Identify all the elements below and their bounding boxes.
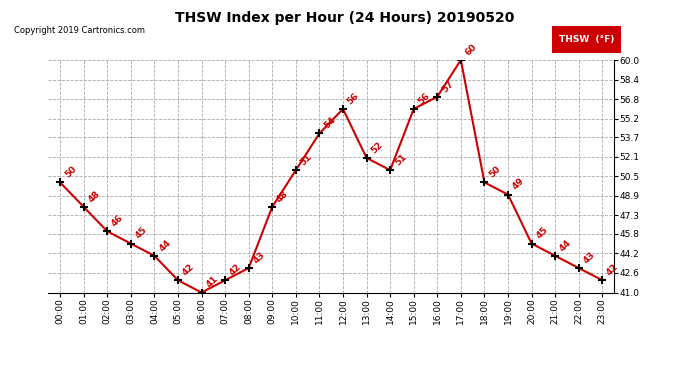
Text: 42: 42: [605, 262, 620, 278]
Text: 49: 49: [511, 177, 526, 192]
Text: 56: 56: [346, 91, 361, 106]
Text: 51: 51: [393, 152, 408, 167]
Text: 57: 57: [440, 79, 455, 94]
Text: 52: 52: [369, 140, 384, 155]
Text: 44: 44: [558, 238, 573, 253]
Text: 50: 50: [63, 165, 78, 180]
Text: Copyright 2019 Cartronics.com: Copyright 2019 Cartronics.com: [14, 26, 145, 35]
Text: 42: 42: [181, 262, 196, 278]
Text: THSW Index per Hour (24 Hours) 20190520: THSW Index per Hour (24 Hours) 20190520: [175, 11, 515, 25]
Text: 54: 54: [322, 116, 337, 130]
Text: THSW  (°F): THSW (°F): [559, 35, 614, 44]
Text: 43: 43: [582, 250, 597, 265]
Text: 42: 42: [228, 262, 243, 278]
Text: 46: 46: [110, 213, 126, 228]
Text: 43: 43: [251, 250, 267, 265]
Text: 51: 51: [299, 152, 314, 167]
Text: 56: 56: [417, 91, 432, 106]
Text: 41: 41: [204, 274, 219, 290]
Text: 48: 48: [86, 189, 101, 204]
Text: 50: 50: [487, 165, 502, 180]
Text: 48: 48: [275, 189, 290, 204]
Text: 45: 45: [534, 225, 550, 241]
Text: 44: 44: [157, 238, 172, 253]
Text: 45: 45: [134, 225, 149, 241]
Text: 60: 60: [464, 42, 479, 57]
